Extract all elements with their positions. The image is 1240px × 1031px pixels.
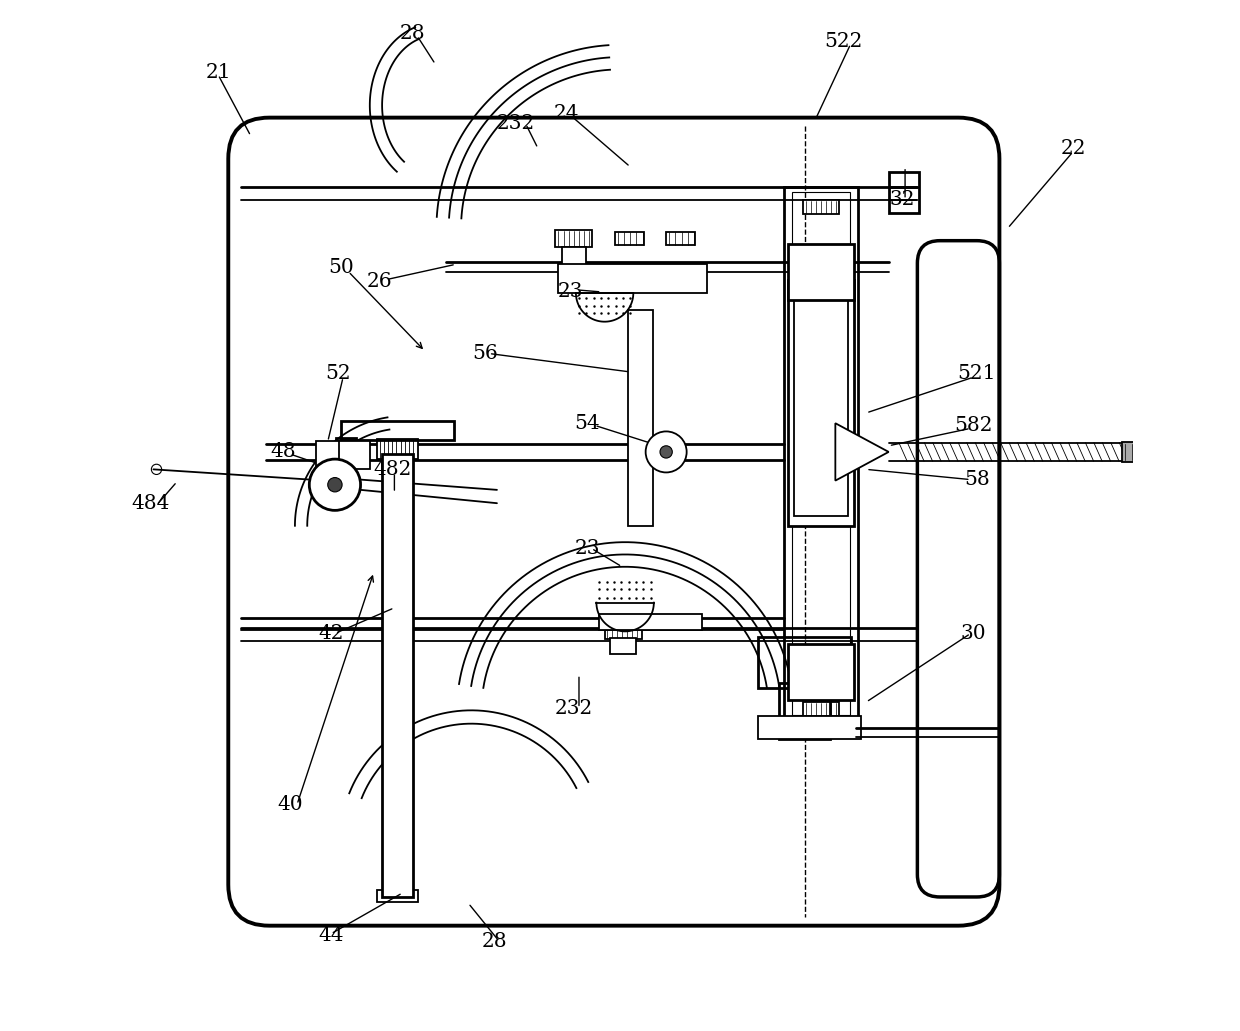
Bar bbox=[666, 232, 694, 244]
Bar bbox=[341, 421, 454, 439]
Bar bbox=[759, 636, 851, 688]
Bar bbox=[377, 890, 418, 902]
Bar bbox=[562, 246, 587, 269]
Bar bbox=[1122, 441, 1153, 462]
Text: 482: 482 bbox=[373, 460, 412, 478]
Text: 484: 484 bbox=[131, 494, 170, 512]
Text: 521: 521 bbox=[957, 365, 996, 384]
Bar bbox=[615, 232, 644, 244]
Text: 54: 54 bbox=[574, 413, 600, 433]
Bar bbox=[337, 440, 370, 469]
Bar bbox=[889, 172, 919, 213]
Text: 24: 24 bbox=[554, 104, 579, 123]
Bar bbox=[789, 279, 854, 526]
Bar bbox=[802, 702, 839, 717]
Bar bbox=[792, 193, 849, 716]
Text: 23: 23 bbox=[558, 282, 584, 301]
Text: 522: 522 bbox=[825, 32, 863, 52]
Bar bbox=[556, 230, 593, 246]
Text: 50: 50 bbox=[329, 258, 353, 277]
Text: 42: 42 bbox=[319, 624, 343, 643]
Bar bbox=[382, 454, 413, 897]
Bar bbox=[889, 172, 919, 213]
Bar bbox=[610, 637, 636, 654]
Text: 28: 28 bbox=[482, 932, 507, 951]
Circle shape bbox=[660, 445, 672, 458]
Text: 52: 52 bbox=[325, 365, 351, 384]
Circle shape bbox=[327, 477, 342, 492]
Text: 22: 22 bbox=[1060, 139, 1086, 158]
Text: 232: 232 bbox=[554, 699, 593, 718]
Text: 48: 48 bbox=[270, 442, 296, 462]
Bar bbox=[336, 437, 356, 466]
Bar bbox=[784, 188, 858, 721]
Text: 26: 26 bbox=[366, 272, 392, 291]
Bar bbox=[779, 683, 831, 739]
Bar bbox=[802, 200, 839, 214]
Bar bbox=[599, 613, 702, 630]
Text: 44: 44 bbox=[319, 927, 343, 945]
Bar bbox=[629, 310, 652, 526]
Bar bbox=[377, 438, 418, 459]
Text: 232: 232 bbox=[496, 114, 534, 133]
Bar bbox=[789, 243, 854, 300]
Bar bbox=[605, 624, 641, 638]
Text: 56: 56 bbox=[471, 344, 497, 363]
Text: 582: 582 bbox=[955, 415, 993, 435]
Text: 30: 30 bbox=[961, 624, 987, 643]
Text: 40: 40 bbox=[277, 795, 303, 814]
Bar bbox=[316, 440, 339, 469]
Polygon shape bbox=[836, 423, 889, 480]
Bar bbox=[789, 643, 854, 700]
Text: 28: 28 bbox=[401, 24, 425, 43]
Text: 21: 21 bbox=[205, 63, 231, 82]
Circle shape bbox=[309, 459, 361, 510]
Bar bbox=[759, 717, 861, 739]
Circle shape bbox=[646, 431, 687, 472]
Text: 32: 32 bbox=[889, 190, 915, 209]
Bar bbox=[795, 290, 848, 516]
Text: 23: 23 bbox=[574, 539, 600, 558]
Bar bbox=[558, 264, 707, 293]
Text: 58: 58 bbox=[963, 470, 990, 489]
